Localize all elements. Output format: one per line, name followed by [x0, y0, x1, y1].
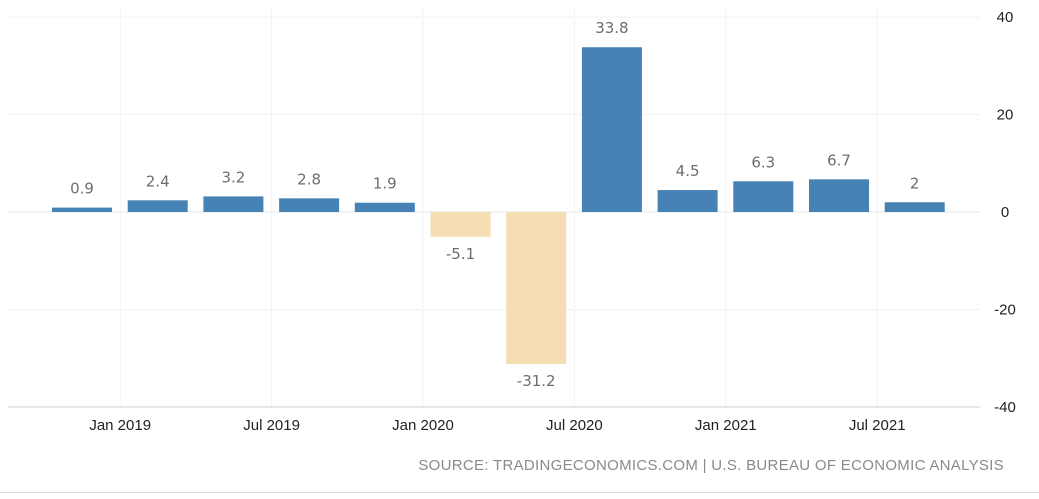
bar: [127, 200, 188, 212]
data-label: 6.3: [751, 153, 775, 171]
y-tick-label: -40: [994, 399, 1016, 416]
bar: [430, 212, 491, 237]
x-tick-label: Jul 2020: [546, 417, 603, 434]
source-credit: SOURCE: TRADINGECONOMICS.COM | U.S. BURE…: [418, 457, 1004, 474]
data-label: 2.4: [146, 172, 170, 190]
y-tick-label: 0: [1001, 204, 1009, 221]
data-label: 2: [910, 174, 920, 192]
bar: [203, 196, 264, 212]
bar-chart: 0.9 2.4 3.2 2.8 1.9 -5.1 -31.2 33.8 4.5 6.3 6.7 2 40…: [8, 7, 1016, 434]
x-tick-label: Jan 2019: [89, 417, 151, 434]
data-label: -5.1: [446, 245, 475, 263]
x-tick-label: Jul 2021: [849, 417, 906, 434]
y-tick-label: 20: [997, 107, 1014, 124]
y-tick-label: -20: [994, 302, 1016, 319]
bar: [506, 212, 567, 365]
bar: [733, 181, 794, 212]
bar: [52, 207, 112, 212]
data-label: 4.5: [676, 162, 700, 180]
bottom-divider: [0, 492, 1039, 493]
data-label: 6.7: [827, 151, 851, 169]
data-label: 1.9: [373, 175, 397, 193]
bar: [581, 47, 642, 212]
x-tick-label: Jan 2021: [695, 417, 757, 434]
bar: [279, 198, 340, 212]
y-tick-label: 40: [997, 9, 1014, 26]
bar: [884, 202, 945, 212]
bar: [354, 202, 415, 212]
data-label: 3.2: [221, 168, 245, 186]
x-tick-label: Jul 2019: [243, 417, 300, 434]
bar: [809, 179, 869, 212]
data-label: -31.2: [517, 372, 556, 390]
data-label: 33.8: [595, 19, 628, 37]
data-label: 0.9: [70, 180, 94, 198]
bar: [657, 190, 718, 212]
x-tick-label: Jan 2020: [392, 417, 454, 434]
data-label: 2.8: [297, 170, 321, 188]
